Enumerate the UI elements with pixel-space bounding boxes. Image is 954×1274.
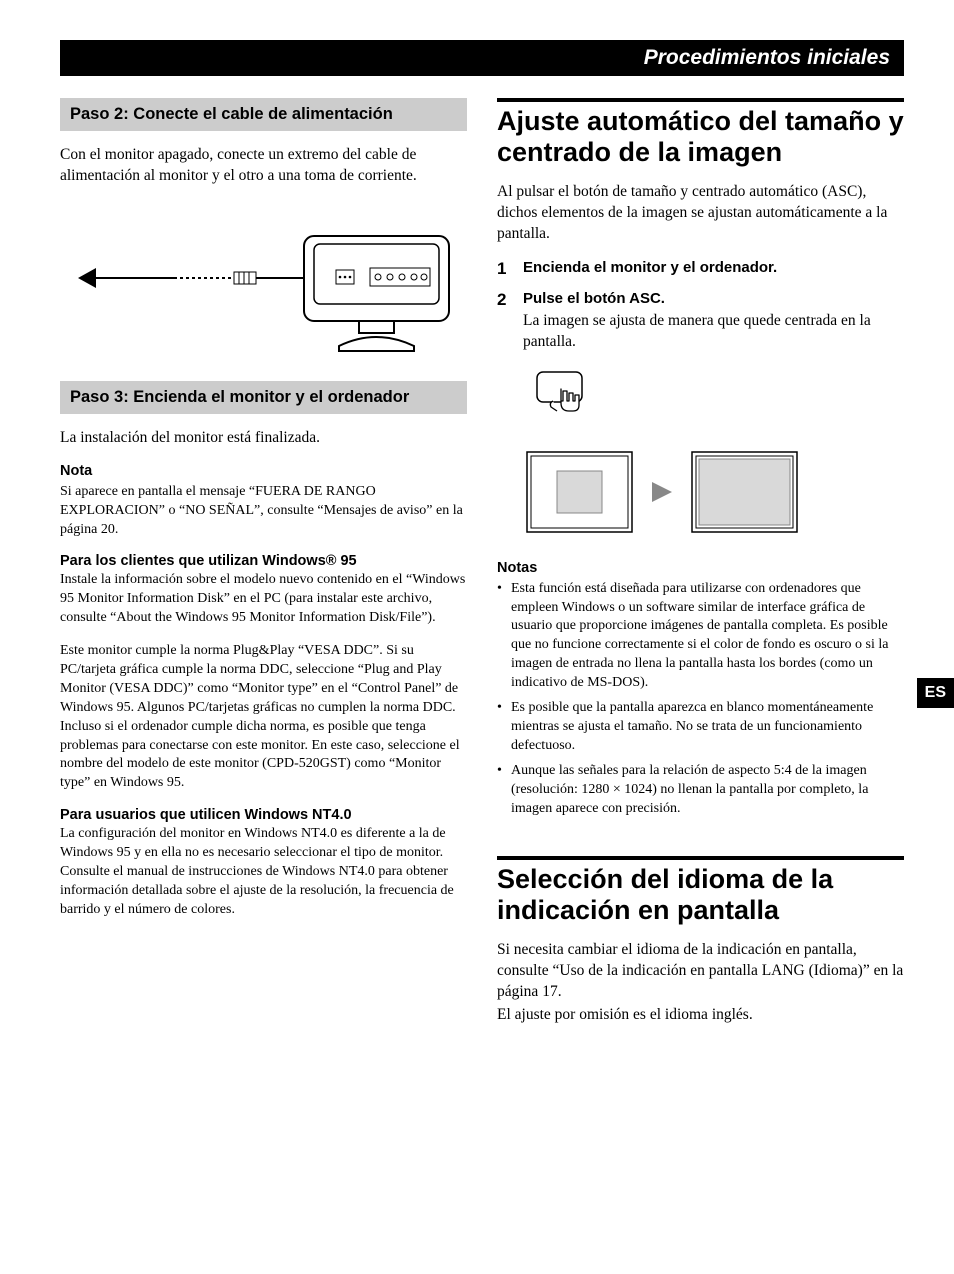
step-head: Pulse el botón ASC. xyxy=(523,290,904,307)
step-text: La imagen se ajusta de manera que quede … xyxy=(523,311,904,353)
nota-item: Es posible que la pantalla aparezca en b… xyxy=(497,699,904,756)
spacer xyxy=(497,832,904,856)
nota-item: Aunque las señales para la relación de a… xyxy=(497,762,904,819)
notas-list: Esta función está diseñada para utilizar… xyxy=(497,580,904,819)
step-body: Encienda el monitor y el ordenador. xyxy=(523,259,904,280)
page: Procedimientos iniciales ES Paso 2: Cone… xyxy=(0,0,954,1274)
nota-text: Si aparece en pantalla el mensaje “FUERA… xyxy=(60,483,467,540)
step3-body: La instalación del monitor está finaliza… xyxy=(60,428,467,449)
nota-label: Nota xyxy=(60,463,467,479)
step-body: Pulse el botón ASC. La imagen se ajusta … xyxy=(523,290,904,353)
idioma-p2: El ajuste por omisión es el idioma inglé… xyxy=(497,1005,904,1026)
ajuste-intro: Al pulsar el botón de tamaño y centrado … xyxy=(497,182,904,245)
ajuste-steps: 1 Encienda el monitor y el ordenador. 2 … xyxy=(497,259,904,353)
nt4-p: La configuración del monitor en Windows … xyxy=(60,825,467,919)
right-column: Ajuste automático del tamaño y centrado … xyxy=(497,98,904,1040)
step-item-2: 2 Pulse el botón ASC. La imagen se ajust… xyxy=(497,290,904,353)
step2-heading: Paso 2: Conecte el cable de alimentación xyxy=(60,98,467,131)
win95-p2: Este monitor cumple la norma Plug&Play “… xyxy=(60,642,467,793)
step2-body: Con el monitor apagado, conecte un extre… xyxy=(60,145,467,187)
language-tab-text: ES xyxy=(925,684,946,701)
win95-p1: Instale la información sobre el modelo n… xyxy=(60,571,467,628)
section-rule-2 xyxy=(497,856,904,860)
nt4-heading: Para usuarios que utilicen Windows NT4.0 xyxy=(60,807,467,823)
nota-item: Esta función está diseñada para utilizar… xyxy=(497,580,904,693)
left-column: Paso 2: Conecte el cable de alimentación… xyxy=(60,98,467,1040)
step-num: 2 xyxy=(497,290,513,353)
columns: Paso 2: Conecte el cable de alimentación… xyxy=(60,98,904,1040)
step-head: Encienda el monitor y el ordenador. xyxy=(523,259,904,276)
monitor-illustration xyxy=(60,201,467,361)
step3-heading: Paso 3: Encienda el monitor y el ordenad… xyxy=(60,381,467,414)
step-item-1: 1 Encienda el monitor y el ordenador. xyxy=(497,259,904,280)
idioma-title: Selección del idioma de la indicación en… xyxy=(497,864,904,926)
step-num: 1 xyxy=(497,259,513,280)
notas-label: Notas xyxy=(497,560,904,576)
win95-heading: Para los clientes que utilizan Windows® … xyxy=(60,553,467,569)
header-title: Procedimientos iniciales xyxy=(644,46,890,69)
page-header: Procedimientos iniciales xyxy=(60,40,904,76)
idioma-p1: Si necesita cambiar el idioma de la indi… xyxy=(497,940,904,1003)
language-tab: ES xyxy=(917,678,954,708)
ajuste-title: Ajuste automático del tamaño y centrado … xyxy=(497,106,904,168)
asc-illustration xyxy=(517,367,924,542)
section-rule-1 xyxy=(497,98,904,102)
